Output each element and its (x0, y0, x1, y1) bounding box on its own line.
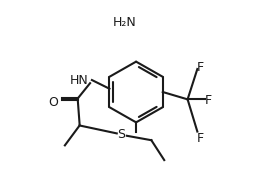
Text: HN: HN (70, 74, 89, 86)
Text: F: F (197, 61, 204, 74)
Text: H₂N: H₂N (113, 16, 137, 29)
Text: F: F (204, 94, 212, 107)
Text: F: F (197, 132, 204, 144)
Text: S: S (117, 128, 125, 141)
Text: O: O (48, 96, 58, 109)
